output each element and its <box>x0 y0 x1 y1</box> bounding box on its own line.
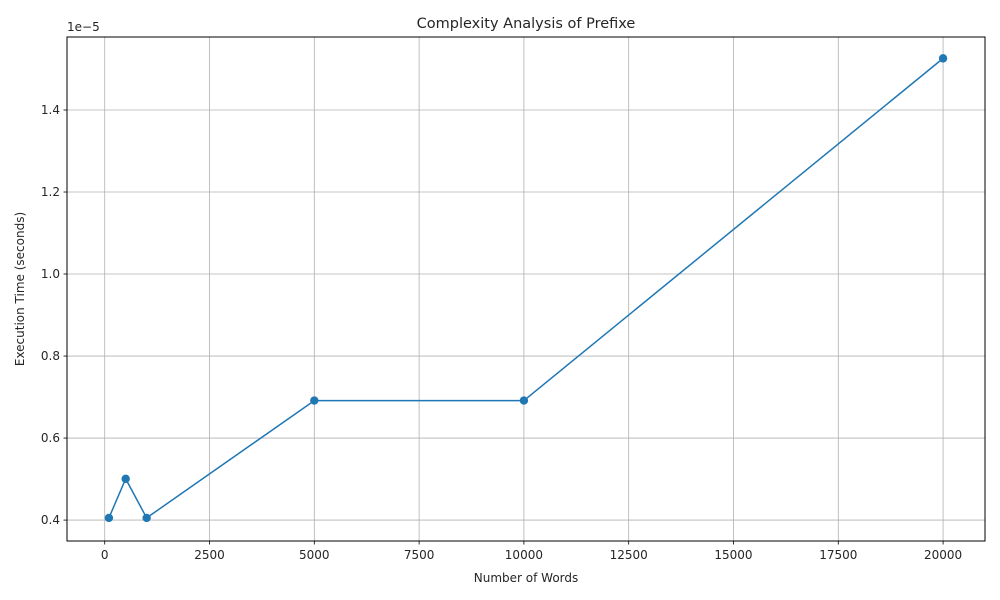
chart-title: Complexity Analysis of Prefixe <box>417 16 636 32</box>
y-axis-label: Execution Time (seconds) <box>13 212 27 366</box>
x-tick-label: 12500 <box>610 548 648 562</box>
series-line <box>108 57 944 519</box>
x-tick-label: 10000 <box>505 548 543 562</box>
y-tick-label: 0.8 <box>41 349 60 363</box>
x-tick-label: 17500 <box>819 548 857 562</box>
y-tick-label: 1.0 <box>41 267 60 281</box>
x-tick-label: 2500 <box>194 548 225 562</box>
y-offset-label: 1e−5 <box>67 20 100 34</box>
series-group <box>104 54 948 523</box>
y-tick-label: 1.4 <box>41 103 60 117</box>
data-point-marker <box>519 396 529 405</box>
plot-frame <box>66 36 986 542</box>
x-tick-label: 5000 <box>299 548 330 562</box>
x-tick-label: 20000 <box>924 548 962 562</box>
y-tick-label: 1.2 <box>41 185 60 199</box>
data-point-marker <box>121 474 130 483</box>
x-tick-label: 0 <box>101 548 109 562</box>
ticks: 0 2500 5000 7500 10000 12500 15000 17500 20000 0.… <box>41 103 962 562</box>
y-tick-label: 0.6 <box>41 431 60 445</box>
x-tick-label: 7500 <box>404 548 435 562</box>
data-point-marker <box>142 513 151 523</box>
x-tick-label: 15000 <box>714 548 752 562</box>
data-point-marker <box>310 396 319 405</box>
x-axis-label: Number of Words <box>474 571 579 585</box>
y-tick-label: 0.4 <box>41 513 60 527</box>
data-point-marker <box>104 513 114 523</box>
data-point-marker <box>938 54 948 63</box>
grid <box>67 37 985 541</box>
